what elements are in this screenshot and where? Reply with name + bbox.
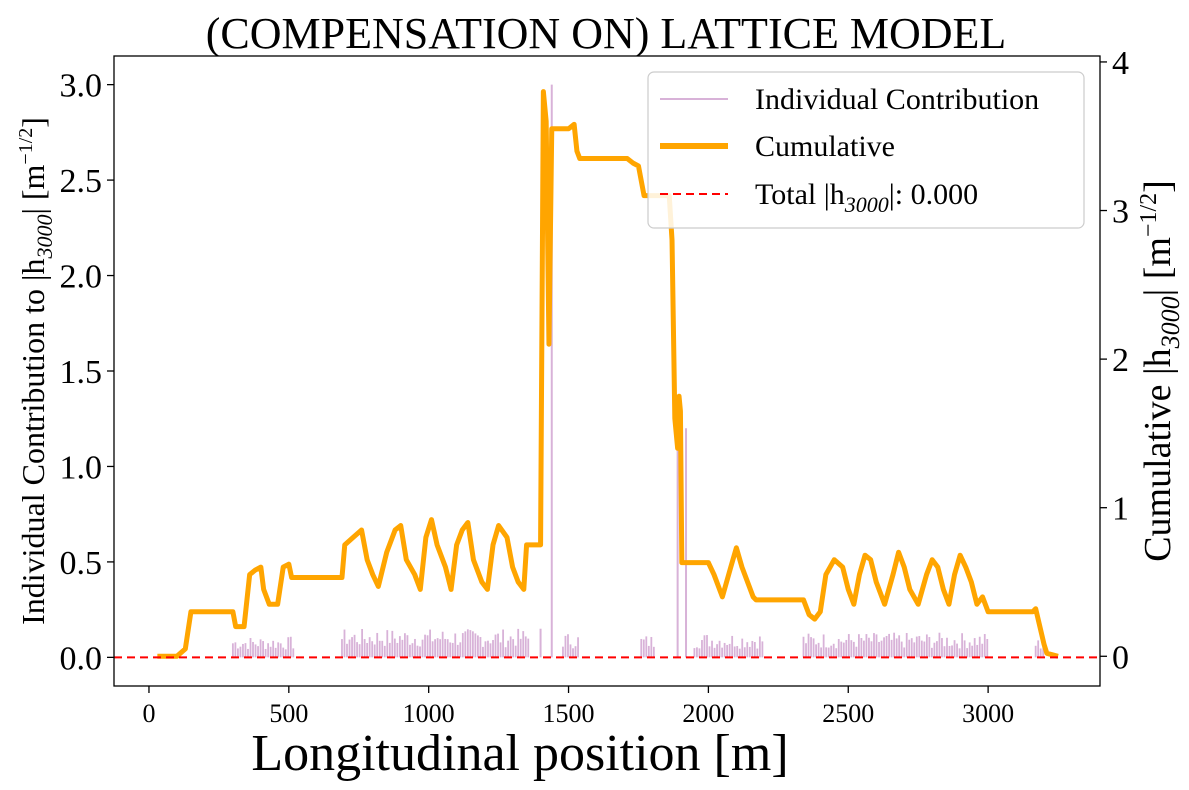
y-axis-right-ticks: 0 1 2 3 4 [1100, 45, 1129, 676]
ylabel-prefix: Individual Contribution to |h [15, 259, 51, 625]
y-tick-label-right: 2 [1112, 342, 1129, 379]
x-tick-label: 2000 [682, 699, 734, 728]
legend-label-cumulative: Cumulative [755, 130, 895, 163]
y-tick-label-left: 3.0 [60, 68, 103, 105]
ylabel2-mid: | [m [1137, 237, 1179, 296]
x-tick-label: 500 [269, 699, 308, 728]
legend-label-individual: Individual Contribution [755, 83, 1039, 116]
ylabel-sub: 3000 [32, 215, 57, 260]
x-axis-label: Longitudinal position [m] [251, 725, 788, 782]
legend: Individual Contribution Cumulative Total… [647, 71, 1085, 229]
legend-total-prefix: Total |h [755, 178, 845, 211]
x-tick-label: 0 [142, 699, 155, 728]
x-tick-label: 1500 [543, 699, 595, 728]
ylabel-end: ] [15, 117, 51, 128]
x-tick-label: 3000 [962, 699, 1014, 728]
y-tick-label-left: 1.5 [60, 354, 103, 391]
legend-label-total: Total |h3000|: 0.000 [755, 178, 978, 217]
legend-box [647, 71, 1085, 229]
ylabel2-sup: −1/2 [1136, 193, 1162, 237]
ylabel-sup: −1/2 [15, 128, 37, 165]
cumulative-series [157, 89, 1059, 659]
individual-contribution-series [231, 84, 1045, 658]
y-tick-label-left: 1.0 [60, 449, 103, 486]
y-axis-right-label: Cumulative |h3000| [m−1/2] [1136, 180, 1185, 562]
x-tick-label: 1000 [403, 699, 455, 728]
ylabel2-prefix: Cumulative |h [1137, 348, 1179, 561]
y-tick-label-left: 2.0 [60, 259, 103, 296]
x-axis-ticks: 0 500 1000 1500 2000 2500 3000 [142, 686, 1014, 728]
y-tick-label-left: 0.0 [60, 640, 103, 677]
chart-title: (COMPENSATION ON) LATTICE MODEL [206, 9, 1007, 58]
ylabel-mid: | [m [15, 164, 51, 214]
y-tick-label-right: 0 [1112, 639, 1129, 676]
y-tick-label-right: 1 [1112, 491, 1129, 528]
y-tick-label-left: 0.5 [60, 545, 103, 582]
cumulative-line [157, 89, 1059, 659]
y-tick-label-right: 4 [1112, 45, 1129, 82]
y-axis-left-ticks: 0.0 0.5 1.0 1.5 2.0 2.5 3.0 [60, 68, 114, 677]
x-tick-label: 2500 [822, 699, 874, 728]
y-tick-label-right: 3 [1112, 194, 1129, 231]
legend-total-sub: 3000 [844, 192, 889, 217]
y-axis-left-label: Individual Contribution to |h3000| [m−1/… [15, 117, 57, 625]
ylabel2-sub: 3000 [1156, 296, 1185, 349]
y-tick-label-left: 2.5 [60, 163, 103, 200]
legend-total-suffix: |: 0.000 [889, 178, 978, 211]
ylabel2-end: ] [1137, 180, 1179, 193]
